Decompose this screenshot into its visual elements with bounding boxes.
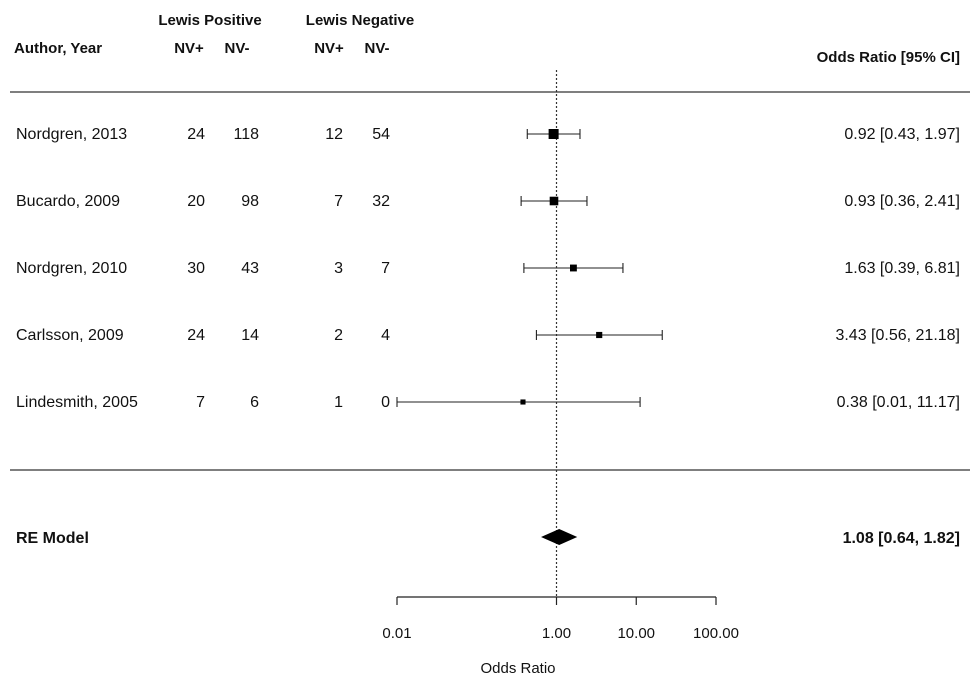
study-or-text: 1.63 [0.39, 6.81] (844, 260, 960, 277)
neg-nv-minus-value: 7 (381, 260, 390, 277)
x-tick-label: 1.00 (542, 625, 571, 642)
study-row: Carlsson, 2009 24 14 2 4 3.43 [0.56, 21.18] (16, 327, 960, 344)
study-or-text: 3.43 [0.56, 21.18] (835, 327, 960, 344)
pos-nv-plus-value: 30 (187, 260, 205, 277)
group-header-lewis-negative: Lewis Negative (306, 12, 414, 29)
neg-nv-minus-value: 32 (372, 193, 390, 210)
neg-nv-plus-value: 12 (325, 126, 343, 143)
neg-nv-plus-value: 2 (334, 327, 343, 344)
summary-or-text: 1.08 [0.64, 1.82] (843, 530, 960, 547)
point-estimate-square (548, 129, 559, 139)
pos-nv-plus-header: NV+ (174, 40, 204, 57)
study-label: Nordgren, 2010 (16, 260, 127, 277)
point-estimate-square (549, 196, 559, 206)
summary-label: RE Model (16, 530, 89, 547)
pos-nv-plus-value: 24 (187, 327, 205, 344)
x-axis: 0.01 1.00 10.00 100.00 (382, 596, 739, 642)
pos-nv-minus-value: 6 (250, 394, 259, 411)
study-rows: Nordgren, 2013 24 118 12 54 0.92 [0.43, 1.97]… (16, 126, 960, 411)
neg-nv-minus-value: 4 (381, 327, 390, 344)
study-or-text: 0.93 [0.36, 2.41] (844, 193, 960, 210)
study-row: Bucardo, 2009 20 98 7 32 0.93 [0.36, 2.41] (16, 193, 960, 210)
point-estimate-square (569, 264, 577, 272)
pos-nv-plus-value: 20 (187, 193, 205, 210)
summary-diamond (541, 529, 578, 545)
x-tick-label: 0.01 (382, 625, 411, 642)
author-column-header: Author, Year (14, 40, 102, 57)
pos-nv-minus-value: 98 (241, 193, 259, 210)
pos-nv-plus-value: 24 (187, 126, 205, 143)
neg-nv-minus-value: 0 (381, 394, 390, 411)
neg-nv-plus-value: 7 (334, 193, 343, 210)
study-row: Nordgren, 2010 30 43 3 7 1.63 [0.39, 6.81] (16, 260, 960, 277)
study-row: Lindesmith, 2005 7 6 1 0 0.38 [0.01, 11.17] (16, 394, 960, 411)
pos-nv-minus-value: 118 (233, 126, 259, 143)
point-estimate-square (520, 399, 526, 405)
neg-nv-minus-header: NV- (364, 40, 389, 57)
summary-row: RE Model 1.08 [0.64, 1.82] (16, 529, 960, 547)
study-label: Bucardo, 2009 (16, 193, 120, 210)
neg-nv-plus-header: NV+ (314, 40, 344, 57)
pos-nv-minus-header: NV- (224, 40, 249, 57)
point-estimate-square (596, 331, 603, 339)
neg-nv-plus-value: 1 (334, 394, 343, 411)
group-header-lewis-positive: Lewis Positive (158, 12, 261, 29)
study-label: Nordgren, 2013 (16, 126, 127, 143)
x-axis-label: Odds Ratio (480, 660, 555, 677)
x-tick-label: 100.00 (693, 625, 739, 642)
study-row: Nordgren, 2013 24 118 12 54 0.92 [0.43, 1.97] (16, 126, 960, 143)
study-label: Carlsson, 2009 (16, 327, 124, 344)
study-or-text: 0.38 [0.01, 11.17] (837, 394, 960, 411)
neg-nv-minus-value: 54 (372, 126, 390, 143)
neg-nv-plus-value: 3 (334, 260, 343, 277)
pos-nv-minus-value: 14 (241, 327, 259, 344)
study-or-text: 0.92 [0.43, 1.97] (844, 126, 960, 143)
x-tick-label: 10.00 (617, 625, 655, 642)
study-label: Lindesmith, 2005 (16, 394, 138, 411)
pos-nv-plus-value: 7 (196, 394, 205, 411)
odds-ratio-column-header: Odds Ratio [95% CI] (817, 49, 960, 66)
pos-nv-minus-value: 43 (241, 260, 259, 277)
